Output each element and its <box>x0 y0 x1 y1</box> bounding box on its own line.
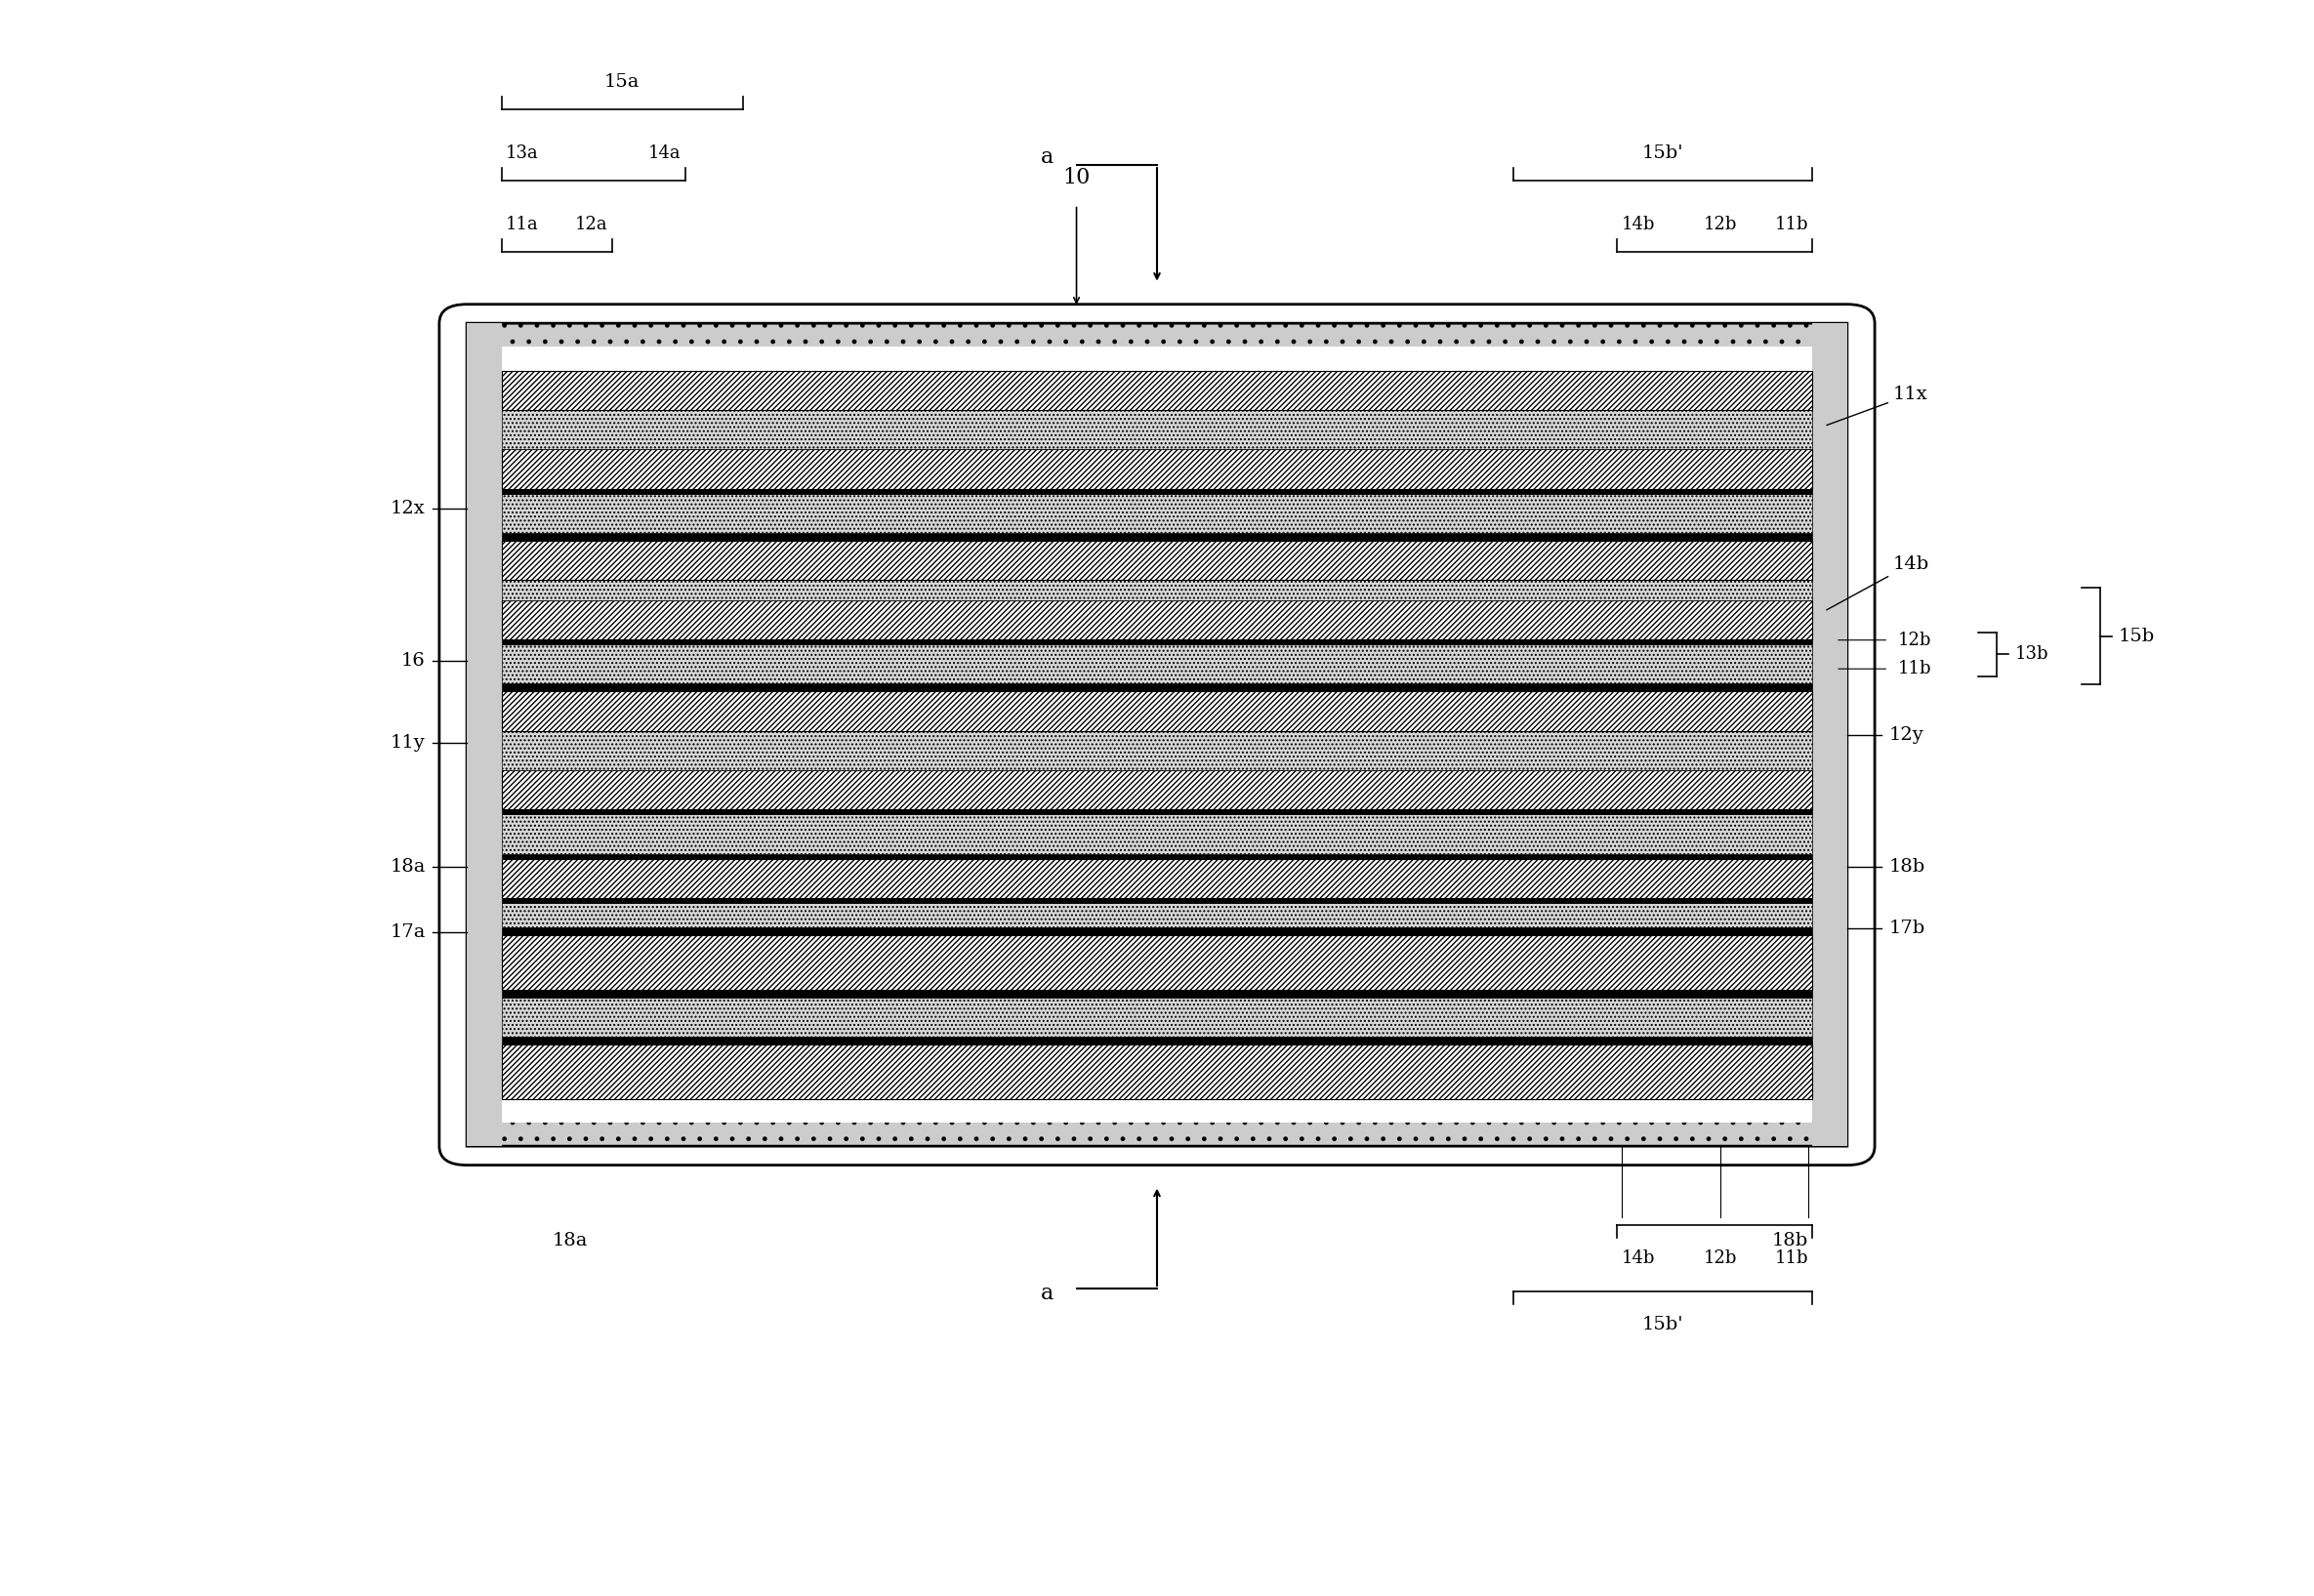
Bar <box>502 488 1812 493</box>
Text: 15b: 15b <box>2120 627 2154 645</box>
Text: 17b: 17b <box>1888 919 1925 937</box>
Bar <box>502 990 1812 998</box>
Text: 14a: 14a <box>648 144 680 161</box>
Bar <box>502 410 1812 450</box>
Bar <box>502 645 1812 683</box>
Text: 11y: 11y <box>391 734 426 752</box>
Bar <box>502 854 1812 859</box>
Text: 15b': 15b' <box>1643 144 1685 161</box>
Text: 11b: 11b <box>1775 215 1807 233</box>
Text: 10: 10 <box>1062 168 1090 188</box>
Text: 11b: 11b <box>1897 661 1932 678</box>
Text: 18a: 18a <box>391 857 426 875</box>
Bar <box>502 899 1812 903</box>
Text: 18b: 18b <box>1888 857 1925 875</box>
Text: 14b: 14b <box>1622 215 1655 233</box>
Bar <box>502 450 1812 488</box>
Bar <box>502 859 1812 899</box>
Bar <box>502 771 1812 809</box>
Text: 17a: 17a <box>391 924 426 942</box>
Bar <box>502 541 1812 581</box>
Bar <box>502 581 1812 600</box>
Bar <box>502 493 1812 533</box>
Bar <box>502 809 1812 814</box>
Bar <box>502 600 1812 640</box>
Text: 15b': 15b' <box>1643 1315 1685 1333</box>
Text: 12b: 12b <box>1897 632 1932 650</box>
Text: a: a <box>1041 147 1053 168</box>
Bar <box>502 731 1812 771</box>
Bar <box>502 346 1812 1122</box>
Bar <box>502 998 1812 1037</box>
Text: 18a: 18a <box>553 1232 588 1250</box>
Text: 11x: 11x <box>1826 386 1928 425</box>
Text: 12y: 12y <box>1888 726 1923 744</box>
Bar <box>467 324 502 1146</box>
Text: 12b: 12b <box>1703 1250 1738 1267</box>
Text: 11a: 11a <box>507 215 539 233</box>
Bar <box>502 683 1812 691</box>
Bar <box>502 814 1812 854</box>
FancyBboxPatch shape <box>467 324 1847 1146</box>
Text: 13a: 13a <box>507 144 539 161</box>
Text: 12x: 12x <box>391 500 426 517</box>
Bar <box>502 1037 1812 1044</box>
Bar <box>502 533 1812 541</box>
Bar <box>502 903 1812 927</box>
Text: 16: 16 <box>400 651 426 669</box>
Text: 15a: 15a <box>604 73 641 91</box>
Bar <box>502 935 1812 990</box>
Text: 11b: 11b <box>1775 1250 1807 1267</box>
Text: 18b: 18b <box>1773 1232 1807 1250</box>
Bar <box>502 640 1812 645</box>
Bar <box>502 1044 1812 1098</box>
Text: 12b: 12b <box>1703 215 1738 233</box>
Bar <box>502 370 1812 410</box>
Text: 14b: 14b <box>1826 555 1930 610</box>
Text: 13b: 13b <box>2015 646 2048 664</box>
Text: a: a <box>1041 1283 1053 1304</box>
Bar <box>502 927 1812 935</box>
Text: 14b: 14b <box>1622 1250 1655 1267</box>
Bar <box>502 691 1812 731</box>
Text: 12a: 12a <box>574 215 606 233</box>
Bar <box>1812 324 1847 1146</box>
